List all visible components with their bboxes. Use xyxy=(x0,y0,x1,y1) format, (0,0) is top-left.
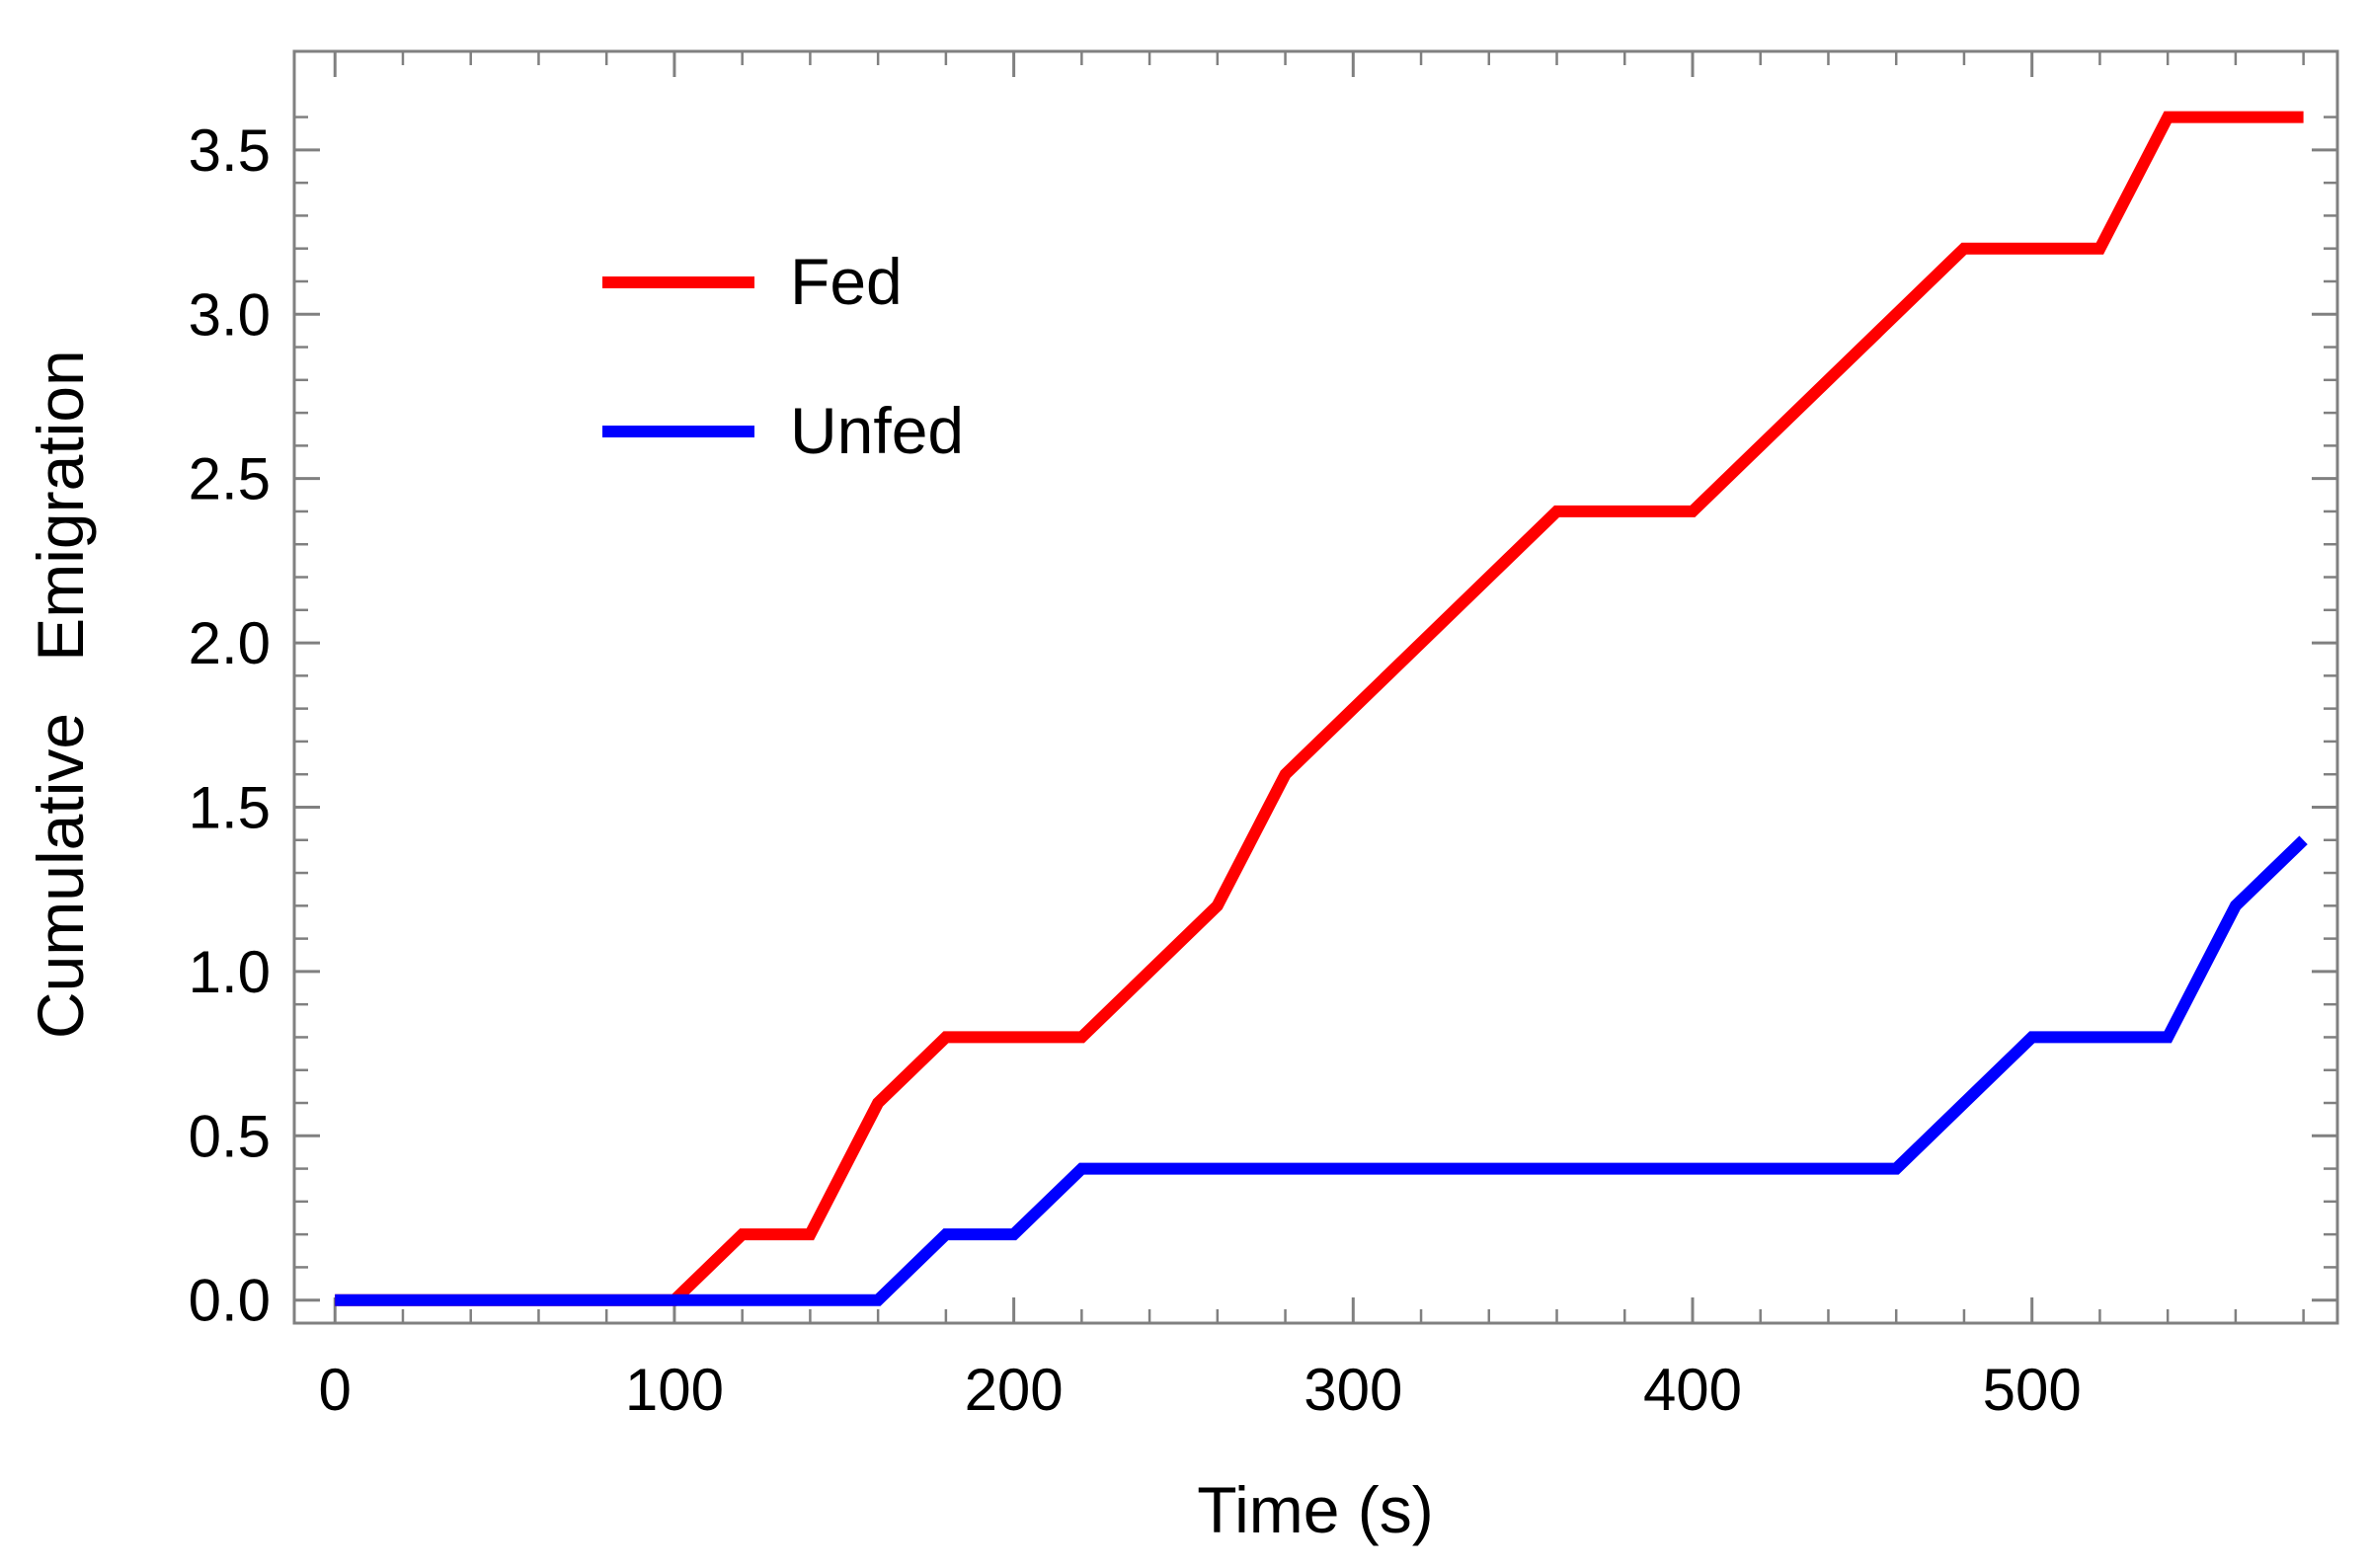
series-layer xyxy=(335,111,2308,1306)
x-tick-label: 0 xyxy=(319,1357,352,1423)
legend: Fed Unfed xyxy=(602,245,964,467)
x-axis-title: Time (s) xyxy=(1197,1473,1434,1546)
legend-fed-label: Fed xyxy=(790,245,903,318)
series-line-fed xyxy=(335,111,2304,1306)
y-tick-label: 2.0 xyxy=(189,610,271,676)
legend-unfed-label: Unfed xyxy=(790,394,964,467)
y-tick-label: 1.5 xyxy=(189,774,271,840)
y-axis-title-word-emigration: Emigration xyxy=(24,350,97,661)
plot-frame xyxy=(292,49,2339,1325)
y-tick-label: 3.5 xyxy=(189,118,271,184)
y-axis: 0.0 0.5 1.0 1.5 2.0 2.5 3.0 3.5 xyxy=(189,116,2337,1334)
x-tick-label: 200 xyxy=(965,1357,1064,1423)
y-tick-label: 2.5 xyxy=(189,446,271,512)
y-tick-label: 0.0 xyxy=(189,1268,271,1334)
x-axis: 0 100 200 300 400 500 xyxy=(319,51,2305,1423)
series-line-unfed xyxy=(335,835,2308,1306)
y-tick-label: 0.5 xyxy=(189,1103,271,1169)
x-tick-label: 400 xyxy=(1643,1357,1742,1423)
x-tick-label: 500 xyxy=(1983,1357,2082,1423)
y-tick-label: 1.0 xyxy=(189,939,271,1005)
y-tick-label: 3.0 xyxy=(189,281,271,348)
y-axis-title-word-cumulative: Cumulative xyxy=(24,713,97,1039)
x-tick-label: 100 xyxy=(625,1357,724,1423)
x-tick-label: 300 xyxy=(1304,1357,1402,1423)
